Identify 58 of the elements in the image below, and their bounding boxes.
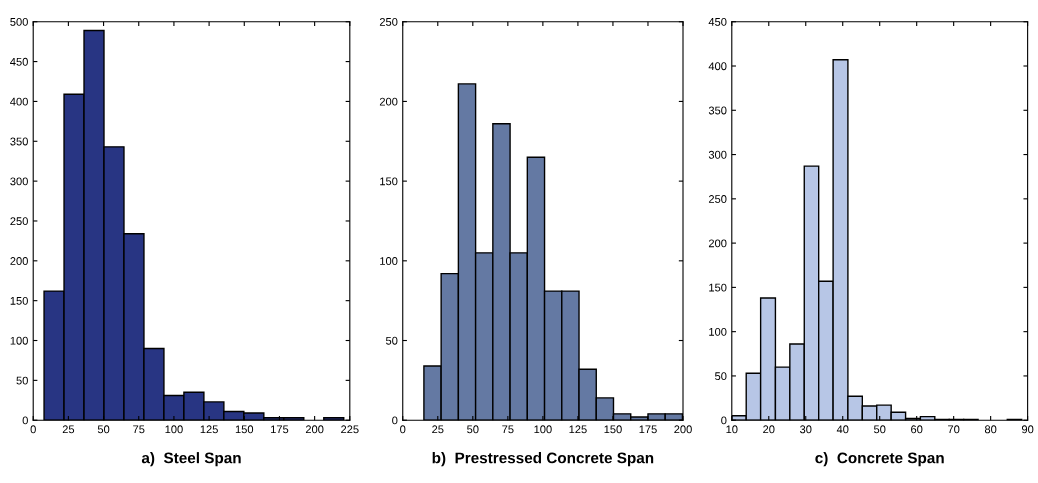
y-tick-label: 100 xyxy=(380,257,398,265)
x-tick-label: 150 xyxy=(235,425,254,434)
y-tick-label: 350 xyxy=(708,106,727,115)
y-tick-label: 100 xyxy=(709,327,727,336)
x-tick-label: 25 xyxy=(62,425,75,434)
x-tick-label: 125 xyxy=(569,425,587,434)
x-axis-title: b) Prestressed Concrete Span xyxy=(432,452,654,467)
y-tick-label: 450 xyxy=(708,18,727,26)
y-tick-label: 50 xyxy=(16,376,28,385)
y-tick-label: 150 xyxy=(380,177,398,186)
y-tick-label: 250 xyxy=(10,217,28,226)
x-tick-label: 25 xyxy=(432,425,444,434)
y-tick-label: 400 xyxy=(708,62,727,71)
x-tick-label: 0 xyxy=(30,425,36,434)
y-tick-label: 250 xyxy=(708,195,727,203)
x-tick-label: 200 xyxy=(305,425,324,434)
x-tick-label: 75 xyxy=(133,425,145,434)
x-tick-label: 100 xyxy=(165,425,183,434)
y-tick-label: 150 xyxy=(709,283,727,292)
x-tick-label: 225 xyxy=(341,425,359,434)
y-tick-label: 0 xyxy=(721,416,727,425)
x-tick-label: 50 xyxy=(873,425,886,434)
y-tick-label: 200 xyxy=(379,97,398,106)
y-tick-label: 50 xyxy=(385,336,398,345)
y-tick-label: 500 xyxy=(10,18,28,26)
x-tick-label: 175 xyxy=(639,425,657,434)
y-tick-label: 350 xyxy=(10,137,28,146)
x-tick-label: 30 xyxy=(799,425,812,434)
y-tick-label: 400 xyxy=(10,97,28,106)
y-tick-label: 250 xyxy=(379,18,398,26)
x-tick-label: 80 xyxy=(984,425,997,434)
x-tick-label: 40 xyxy=(836,425,849,434)
y-tick-label: 200 xyxy=(708,239,727,248)
x-tick-label: 175 xyxy=(271,425,289,434)
x-tick-label: 70 xyxy=(948,425,960,434)
x-tick-label: 20 xyxy=(763,425,775,434)
x-axis-title: a) Steel Span xyxy=(141,452,241,467)
x-tick-label: 50 xyxy=(467,425,479,434)
y-tick-label: 100 xyxy=(10,336,28,345)
x-tick-label: 10 xyxy=(726,425,738,434)
x-tick-label: 0 xyxy=(400,425,406,434)
y-tick-label: 150 xyxy=(10,296,28,305)
y-tick-label: 450 xyxy=(10,57,28,66)
x-tick-label: 50 xyxy=(97,425,110,434)
x-tick-label: 90 xyxy=(1021,425,1034,434)
y-tick-label: 300 xyxy=(10,177,28,186)
y-tick-label: 0 xyxy=(22,416,28,425)
x-tick-label: 200 xyxy=(674,425,692,434)
y-tick-label: 200 xyxy=(10,257,28,265)
x-axis-title: c) Concrete Span xyxy=(815,452,944,467)
x-tick-label: 60 xyxy=(911,425,923,434)
y-tick-label: 0 xyxy=(392,416,398,425)
x-tick-label: 100 xyxy=(534,425,552,434)
y-tick-label: 300 xyxy=(708,150,727,159)
x-tick-label: 75 xyxy=(502,425,514,434)
x-tick-label: 150 xyxy=(604,425,622,434)
x-tick-label: 125 xyxy=(200,425,218,434)
y-tick-label: 50 xyxy=(715,372,727,381)
